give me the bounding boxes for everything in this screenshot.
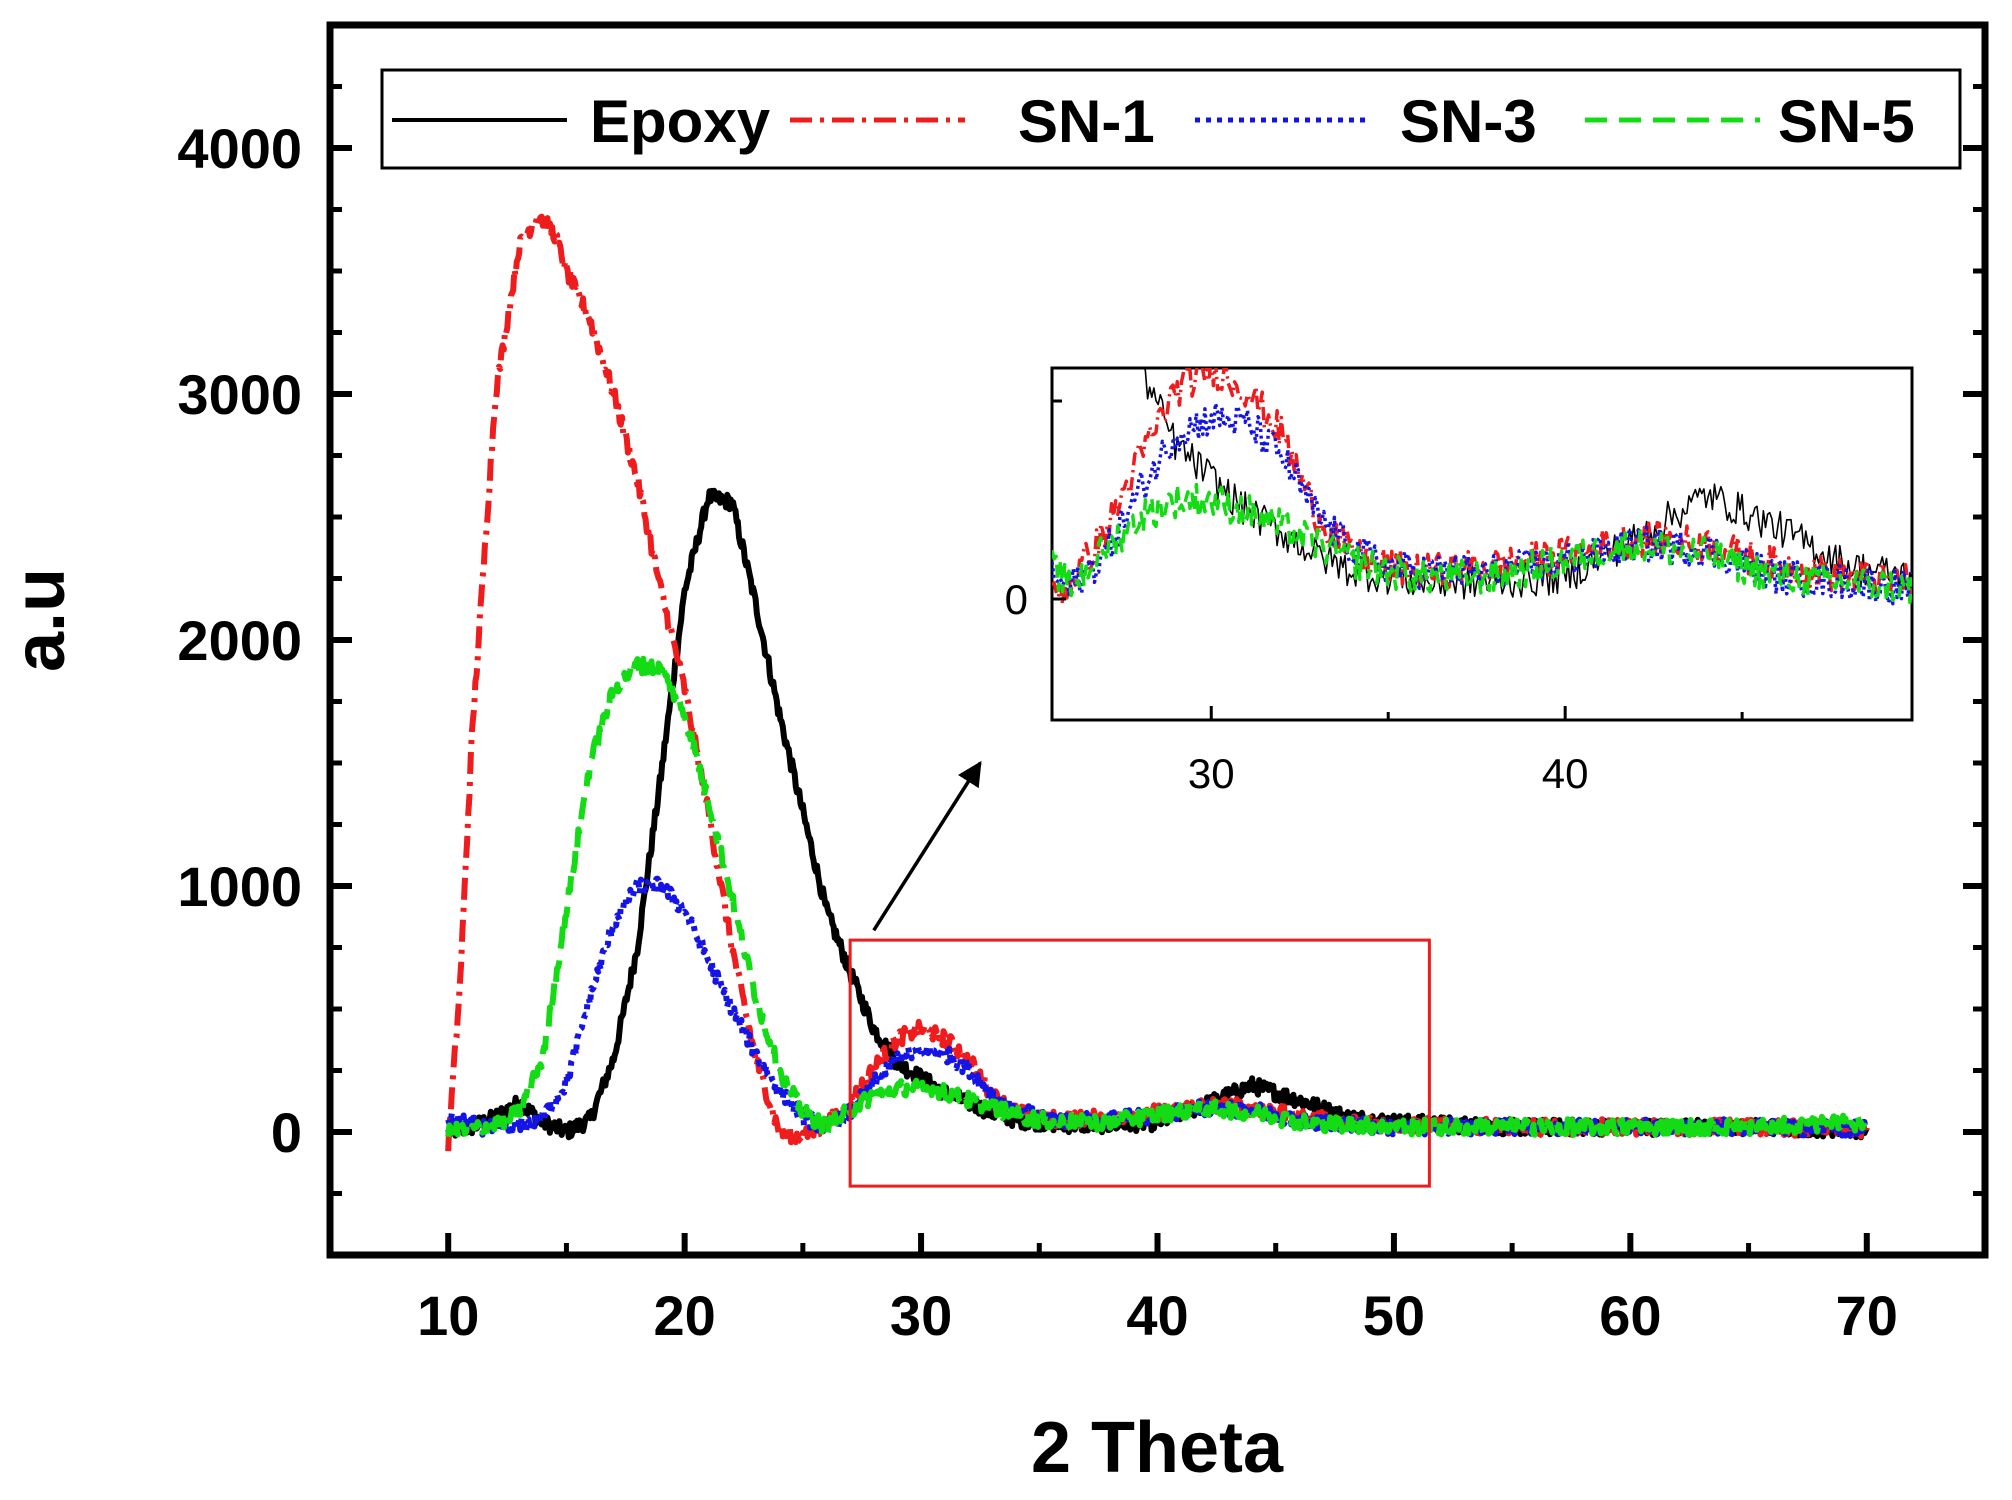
x-tick-label: 10: [417, 1284, 479, 1347]
main-x-axis: 10 20 30 40 50 60 70: [327, 1233, 1898, 1347]
main-series-group: [445, 211, 1870, 1152]
inset-y-axis: 0: [1005, 399, 1066, 623]
y-tick-label: 2000: [177, 609, 302, 672]
legend-label-sn-1: SN-1: [1018, 88, 1155, 155]
legend-label-sn-5: SN-5: [1778, 88, 1915, 155]
inset-y-tick-label: 0: [1005, 576, 1028, 623]
x-tick-label: 70: [1836, 1284, 1898, 1347]
series-line-sn-3: [445, 875, 1870, 1140]
legend-items: Epoxy SN-1 SN-3 SN-5: [392, 88, 1915, 155]
y-tick-label: 4000: [177, 117, 302, 180]
x-tick-label: 40: [1126, 1284, 1188, 1347]
main-y-axis: 0 1000 2000 3000 4000: [177, 84, 1985, 1196]
y-tick-label: 0: [271, 1101, 302, 1164]
zoom-box: [848, 938, 1431, 1188]
legend: Epoxy SN-1 SN-3 SN-5: [380, 68, 1962, 170]
x-axis-title: 2 Theta: [1031, 1408, 1284, 1488]
main-plot-area: 10 20 30 40 50 60 70 0 1000 2000 3000 4000: [177, 21, 1989, 1347]
x-tick-label: 30: [890, 1284, 952, 1347]
zoom-arrow: [872, 760, 982, 932]
inset-x-tick-label: 30: [1188, 750, 1235, 797]
series-line-sn-5: [445, 655, 1870, 1142]
legend-label-sn-3: SN-3: [1400, 88, 1537, 155]
y-axis-title: a.u: [0, 568, 80, 672]
x-tick-label: 50: [1363, 1284, 1425, 1347]
x-tick-label: 60: [1599, 1284, 1661, 1347]
x-tick-label: 20: [653, 1284, 715, 1347]
inset-x-axis: 30 40: [1188, 706, 1744, 797]
y-tick-label: 3000: [177, 363, 302, 426]
inset-x-tick-label: 40: [1542, 750, 1589, 797]
inset-series-group: [1052, 368, 1912, 606]
y-tick-label: 1000: [177, 855, 302, 918]
inset-plot-area: 30 40 0: [1005, 366, 1914, 797]
legend-label-epoxy: Epoxy: [590, 88, 771, 155]
inset-series-line-sn-5: [1052, 482, 1912, 605]
inset-plot-frame: [1050, 366, 1914, 722]
zoom-annotations: [848, 760, 1431, 1188]
